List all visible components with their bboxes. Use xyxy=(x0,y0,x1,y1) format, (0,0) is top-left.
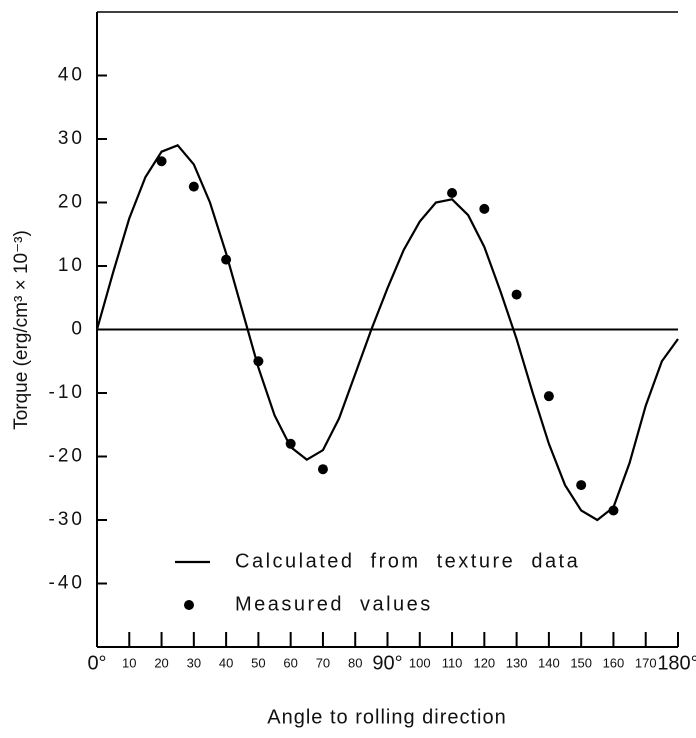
y-tick-label: 20 xyxy=(58,192,85,213)
x-tick-label: 10 xyxy=(122,655,136,670)
x-tick-label: 150 xyxy=(570,655,592,670)
x-tick-label: 80 xyxy=(348,655,362,670)
measured-point xyxy=(608,505,619,516)
x-tick-label: 60 xyxy=(283,655,297,670)
x-tick-label: 130 xyxy=(506,655,528,670)
x-tick-label: 180° xyxy=(657,652,696,674)
y-tick-label: -10 xyxy=(49,382,85,403)
measured-point xyxy=(253,356,264,367)
x-tick-label: 140 xyxy=(538,655,560,670)
measured-point xyxy=(447,187,458,198)
x-axis-label: Angle to rolling direction xyxy=(267,706,506,728)
measured-point xyxy=(479,203,490,214)
x-tick-label: 70 xyxy=(316,655,330,670)
legend-swatch xyxy=(184,600,194,610)
x-tick-label: 50 xyxy=(251,655,265,670)
measured-point xyxy=(317,464,328,475)
y-tick-label: 10 xyxy=(58,255,85,276)
legend-label: Measured values xyxy=(235,593,433,615)
measured-point xyxy=(221,254,232,265)
y-tick-label: -20 xyxy=(49,446,85,467)
calculated-curve xyxy=(95,144,679,522)
measured-point xyxy=(511,289,522,300)
x-tick-label: 170 xyxy=(635,655,657,670)
y-tick-label: 40 xyxy=(58,65,85,86)
x-tick-label: 90° xyxy=(372,652,402,674)
measured-point xyxy=(156,156,167,167)
y-tick-label: -40 xyxy=(49,573,85,594)
y-tick-label: -30 xyxy=(49,509,85,530)
x-tick-label: 100 xyxy=(409,655,431,670)
x-tick-label: 0° xyxy=(87,652,106,674)
x-tick-label: 40 xyxy=(219,655,233,670)
y-axis-label: Torque (erg/cm³ × 10⁻³) xyxy=(11,230,32,430)
x-tick-label: 110 xyxy=(442,655,463,670)
measured-point xyxy=(285,438,296,449)
legend-label: Calculated from texture data xyxy=(235,550,580,572)
x-tick-label: 120 xyxy=(473,655,495,670)
y-tick-label: 0 xyxy=(71,319,85,340)
measured-point xyxy=(543,391,554,402)
x-tick-label: 160 xyxy=(603,655,625,670)
y-tick-label: 30 xyxy=(58,128,85,149)
x-tick-label: 20 xyxy=(154,655,168,670)
x-tick-label: 30 xyxy=(187,655,201,670)
measured-point xyxy=(188,181,199,192)
measured-point xyxy=(576,480,587,491)
